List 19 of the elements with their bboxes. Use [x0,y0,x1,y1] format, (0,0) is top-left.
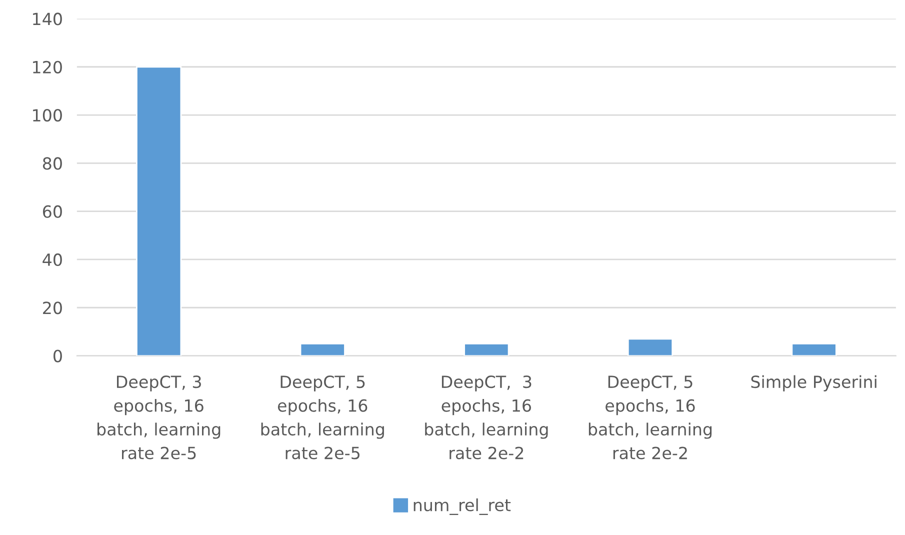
x-tick-label: Simple Pyserini [751,375,876,392]
bar [791,343,837,356]
y-tick-label: 0 [54,350,62,362]
bar [464,343,510,356]
bar [300,343,346,356]
x-tick-label: DeepCT, 5 epochs, 16 batch, learning rate 2e-2 [588,376,712,460]
y-tick-label: 60 [42,205,62,218]
y-tick-label: 40 [42,253,62,266]
y-tick-label: 140 [33,12,62,26]
y-tick-label: 100 [33,108,62,122]
y-tick-label: 80 [42,157,62,170]
legend-label: num_rel_ret [414,498,511,515]
bar [136,66,182,356]
x-tick-label: DeepCT, 5 epochs, 16 batch, learning rate 2e-5 [261,376,384,460]
y-tick-label: 20 [43,302,62,314]
y-tick-label: 120 [33,60,62,74]
x-tick-label: DeepCT, 3 epochs, 16 batch, learning rate 2e-2 [425,376,548,460]
bar [627,338,674,356]
x-tick-label: DeepCT, 3 epochs, 16 batch, learning rate 2e-5 [98,376,220,460]
